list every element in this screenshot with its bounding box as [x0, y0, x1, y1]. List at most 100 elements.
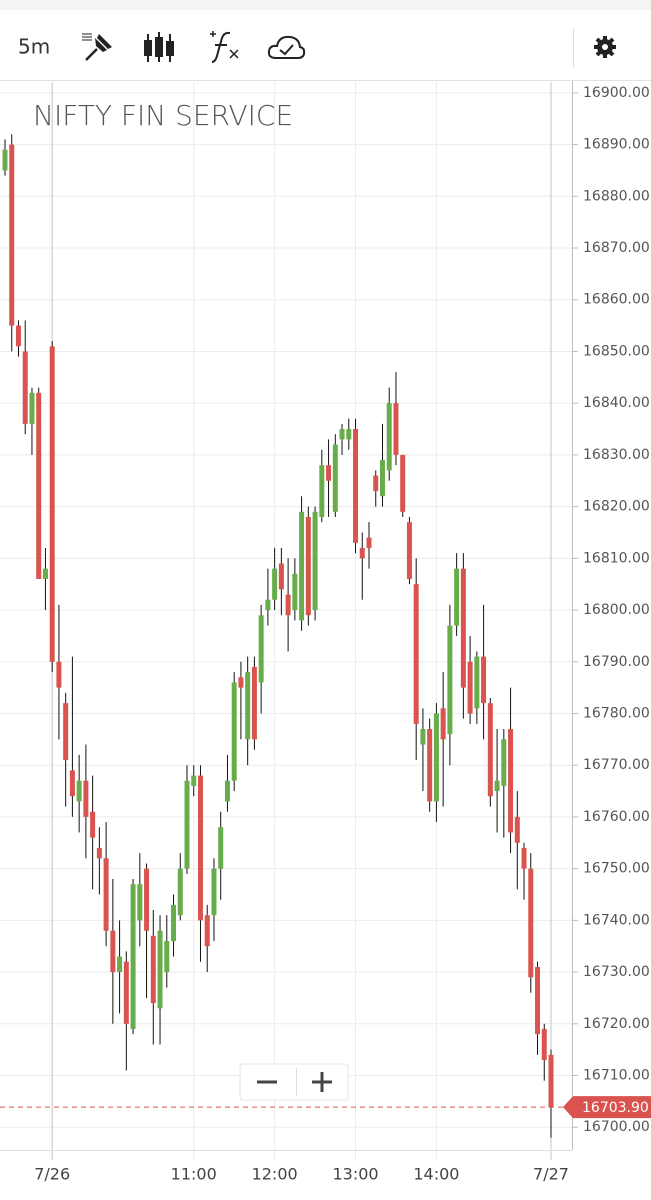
y-tick-label: 16870.00: [583, 240, 650, 256]
candle-body: [29, 392, 35, 424]
chart-title: NIFTY FIN SERVICE: [33, 99, 293, 132]
y-tick-label: 16820.00: [583, 499, 650, 515]
y-tick-label: 16900.00: [583, 85, 650, 101]
x-tick-label: 13:00: [332, 1165, 378, 1184]
candle-body: [42, 568, 48, 580]
y-tick-label: 16770.00: [583, 757, 650, 773]
candle-body: [501, 739, 507, 786]
x-tick-label: 7/27: [533, 1165, 569, 1184]
candle-body: [144, 868, 150, 931]
candle-body: [433, 713, 439, 802]
candle-body: [305, 516, 311, 616]
candle-body: [326, 465, 332, 481]
candle-body: [292, 573, 298, 611]
y-tick-label: 16790.00: [583, 654, 650, 670]
candle-body: [339, 429, 345, 440]
candle-body: [204, 915, 210, 947]
y-tick-label: 16780.00: [583, 705, 650, 721]
candle-body: [245, 672, 251, 740]
zoom-in[interactable]: [312, 1072, 332, 1092]
candle-body: [278, 563, 284, 590]
candle-body: [110, 930, 116, 973]
candle-body: [251, 666, 257, 740]
draw-tool-icon[interactable]: [82, 33, 112, 61]
candle-body: [130, 884, 136, 1029]
candle-body: [9, 144, 15, 326]
candle-body: [487, 703, 493, 797]
candle-body: [177, 868, 183, 916]
y-tick-label: 16840.00: [583, 395, 650, 411]
candle-body: [164, 941, 170, 973]
candle-body: [467, 661, 473, 714]
candle-body: [265, 599, 271, 611]
candle-body: [400, 454, 406, 512]
candle-body: [393, 403, 399, 455]
candle-body: [83, 780, 89, 817]
cloud-icon[interactable]: [267, 35, 306, 59]
chart-type-icon[interactable]: [144, 32, 174, 62]
overlay: 16700.00 16710.00 16720.00 16730.00 16740.00…: [0, 85, 651, 1184]
candle-body: [386, 403, 392, 471]
candle-body: [191, 775, 197, 786]
candle-body: [224, 780, 230, 802]
candle-body: [440, 708, 446, 740]
candle-body: [548, 1054, 554, 1108]
settings-icon[interactable]: [594, 36, 616, 58]
grid: [0, 82, 578, 1160]
candle-body: [90, 811, 96, 838]
candle-body: [379, 460, 385, 497]
candle-body: [211, 868, 217, 916]
x-tick-label: 14:00: [413, 1165, 459, 1184]
candle-body: [366, 537, 372, 548]
interval-button[interactable]: 5m: [18, 35, 50, 59]
y-tick-label: 16860.00: [583, 292, 650, 308]
candle-body: [460, 568, 466, 688]
candle-body: [454, 568, 460, 626]
candle-body: [49, 346, 55, 662]
candle-body: [56, 661, 62, 688]
candle-body: [197, 775, 203, 921]
candle-body: [150, 935, 156, 1004]
candle-body: [63, 703, 69, 761]
y-tick-label: 16800.00: [583, 602, 650, 618]
candle-body: [332, 444, 338, 512]
candle-body: [22, 351, 28, 424]
y-tick-label: 16710.00: [583, 1068, 650, 1084]
candles: [2, 134, 554, 1138]
candle-body: [541, 1028, 547, 1061]
candle-body: [319, 465, 325, 517]
y-tick-label: 16830.00: [583, 447, 650, 463]
candle-body: [15, 325, 21, 347]
candle-body: [123, 961, 129, 1024]
candle-body: [258, 615, 264, 683]
candle-body: [299, 511, 305, 621]
y-tick-label: 16810.00: [583, 550, 650, 566]
candle-body: [535, 966, 541, 1035]
last-price-tag: [563, 1096, 651, 1119]
candle-body: [96, 847, 102, 859]
indicators-icon[interactable]: [210, 31, 239, 63]
y-tick-label: 16750.00: [583, 861, 650, 877]
candle-body: [117, 956, 123, 973]
candle-body: [508, 729, 514, 833]
x-tick-label: 12:00: [252, 1165, 298, 1184]
candle-body: [359, 547, 365, 559]
candle-body: [528, 868, 534, 978]
candle-body: [36, 392, 42, 580]
candle-body: [447, 625, 453, 735]
zoom-control: [239, 1063, 349, 1101]
candle-body: [218, 827, 224, 869]
x-tick-label: 7/26: [34, 1165, 70, 1184]
candle-body: [413, 584, 419, 724]
y-tick-label: 16880.00: [583, 188, 650, 204]
candle-body: [103, 858, 109, 931]
chart-area: [0, 81, 651, 1200]
candle-body: [494, 780, 500, 792]
candle-body: [481, 656, 487, 704]
candle-body: [285, 594, 291, 616]
candle-body: [2, 149, 8, 171]
y-tick-label: 16730.00: [583, 964, 650, 980]
candle-body: [353, 429, 359, 543]
candle-body: [521, 847, 527, 869]
